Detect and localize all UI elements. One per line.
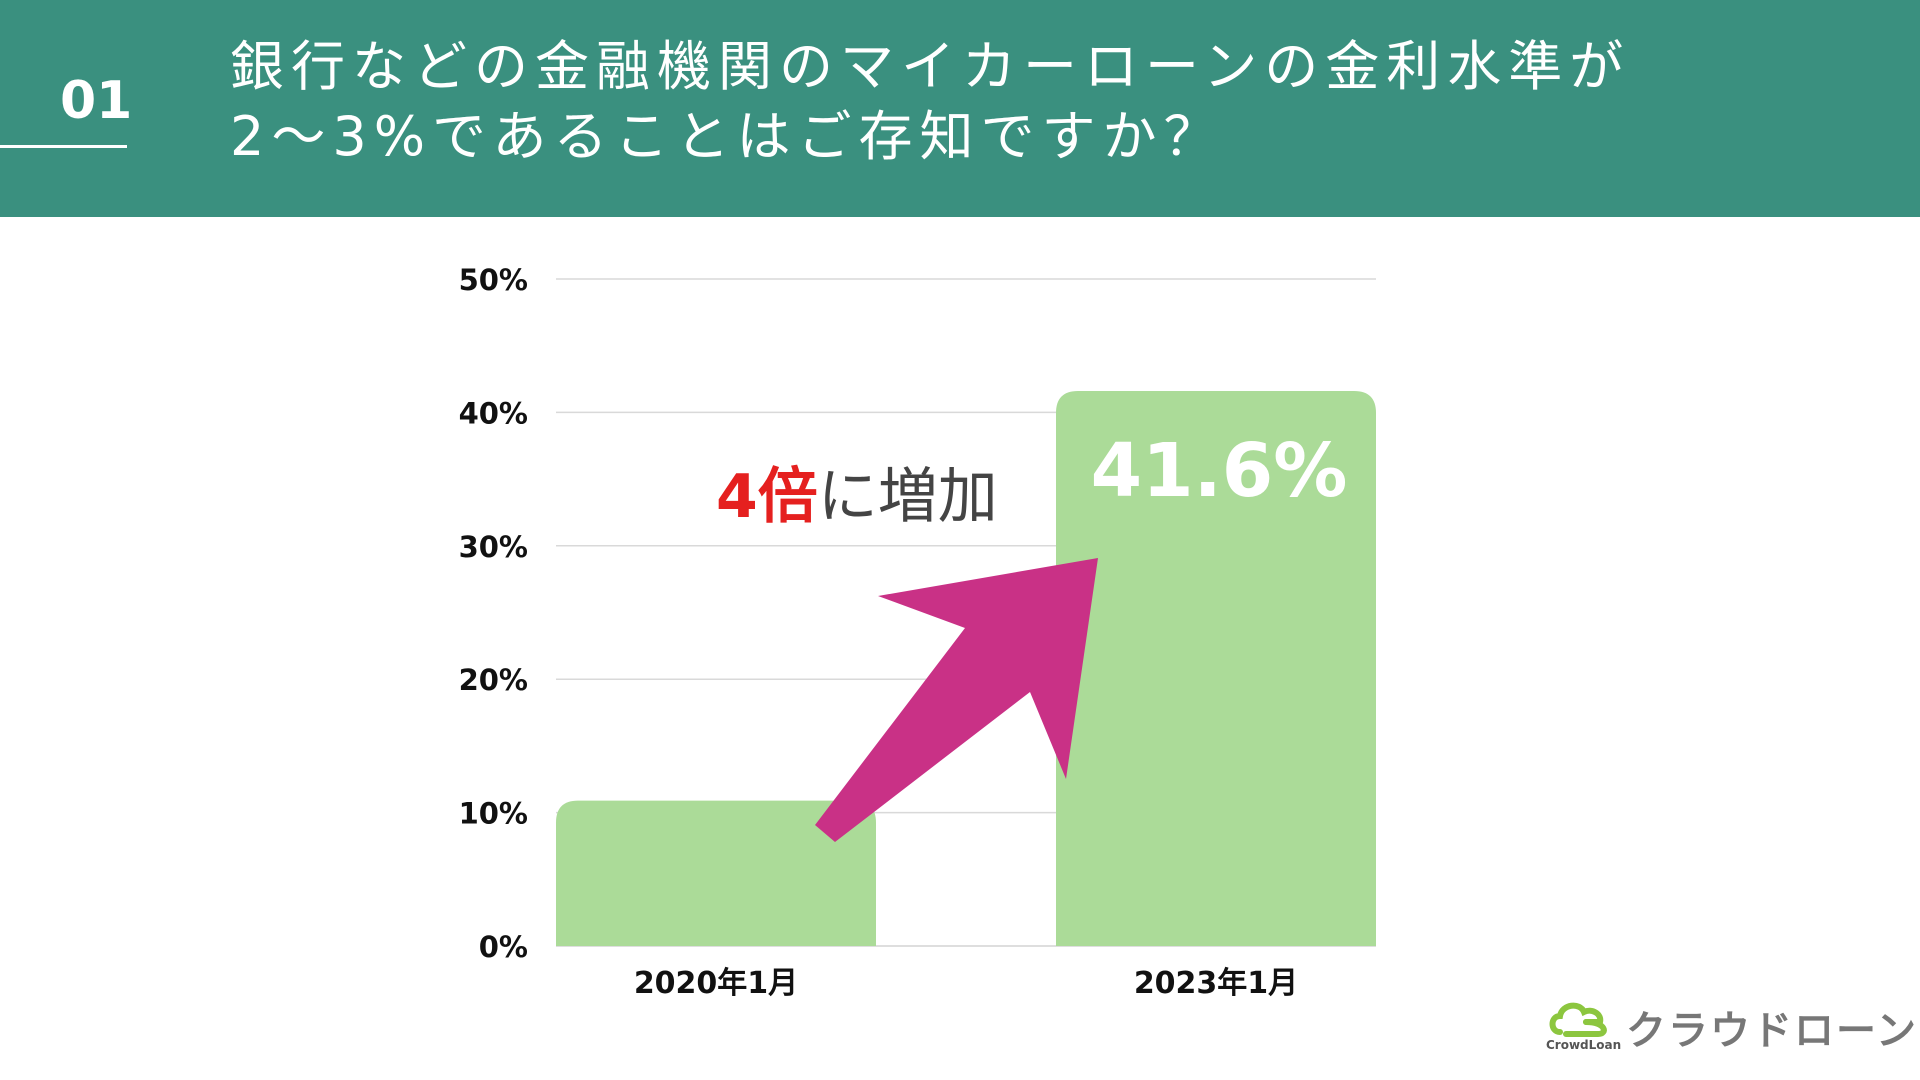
annotation-text: 4倍に増加	[716, 462, 998, 532]
y-axis-ticks: 0% 10% 20% 30% 40% 50%	[459, 263, 528, 964]
question-number: 01	[60, 71, 133, 131]
bar	[556, 800, 876, 946]
increase-arrow	[815, 558, 1098, 842]
y-tick-label: 30%	[459, 530, 528, 564]
bar-value-label: 41.6%	[1091, 428, 1348, 514]
x-tick-label: 2023年1月	[1134, 966, 1298, 1001]
y-tick-label: 10%	[459, 797, 528, 831]
x-tick-label: 2020年1月	[634, 966, 798, 1001]
y-tick-label: 0%	[479, 930, 528, 964]
question-title: 銀行などの金融機関のマイカーローンの金利水準が 2〜3%であることはご存知ですか…	[230, 32, 1730, 172]
question-title-line1: 銀行などの金融機関のマイカーローンの金利水準が	[230, 35, 1631, 98]
logo-sub: CrowdLoan	[1546, 1038, 1622, 1052]
question-title-line2: 2〜3%であることはご存知ですか？	[230, 105, 1225, 168]
bars: 41.6%	[556, 391, 1376, 946]
question-number-underline	[0, 145, 127, 148]
y-tick-label: 40%	[459, 396, 528, 430]
cloud-icon	[1549, 1002, 1607, 1037]
x-axis-labels: 2020年1月 2023年1月	[634, 966, 1298, 1001]
logo-name: クラウドローン	[1626, 1008, 1918, 1054]
bar	[1056, 391, 1376, 946]
annotation-highlight: 4倍	[716, 462, 818, 532]
y-tick-label: 50%	[459, 263, 528, 297]
y-tick-label: 20%	[459, 663, 528, 697]
annotation-body: に増加	[818, 462, 998, 532]
header-band: 01 銀行などの金融機関のマイカーローンの金利水準が 2〜3%であることはご存知…	[0, 0, 1920, 217]
annotation: 4倍に増加	[716, 462, 1098, 842]
logo: クラウドローン CrowdLoan	[1546, 996, 1916, 1056]
